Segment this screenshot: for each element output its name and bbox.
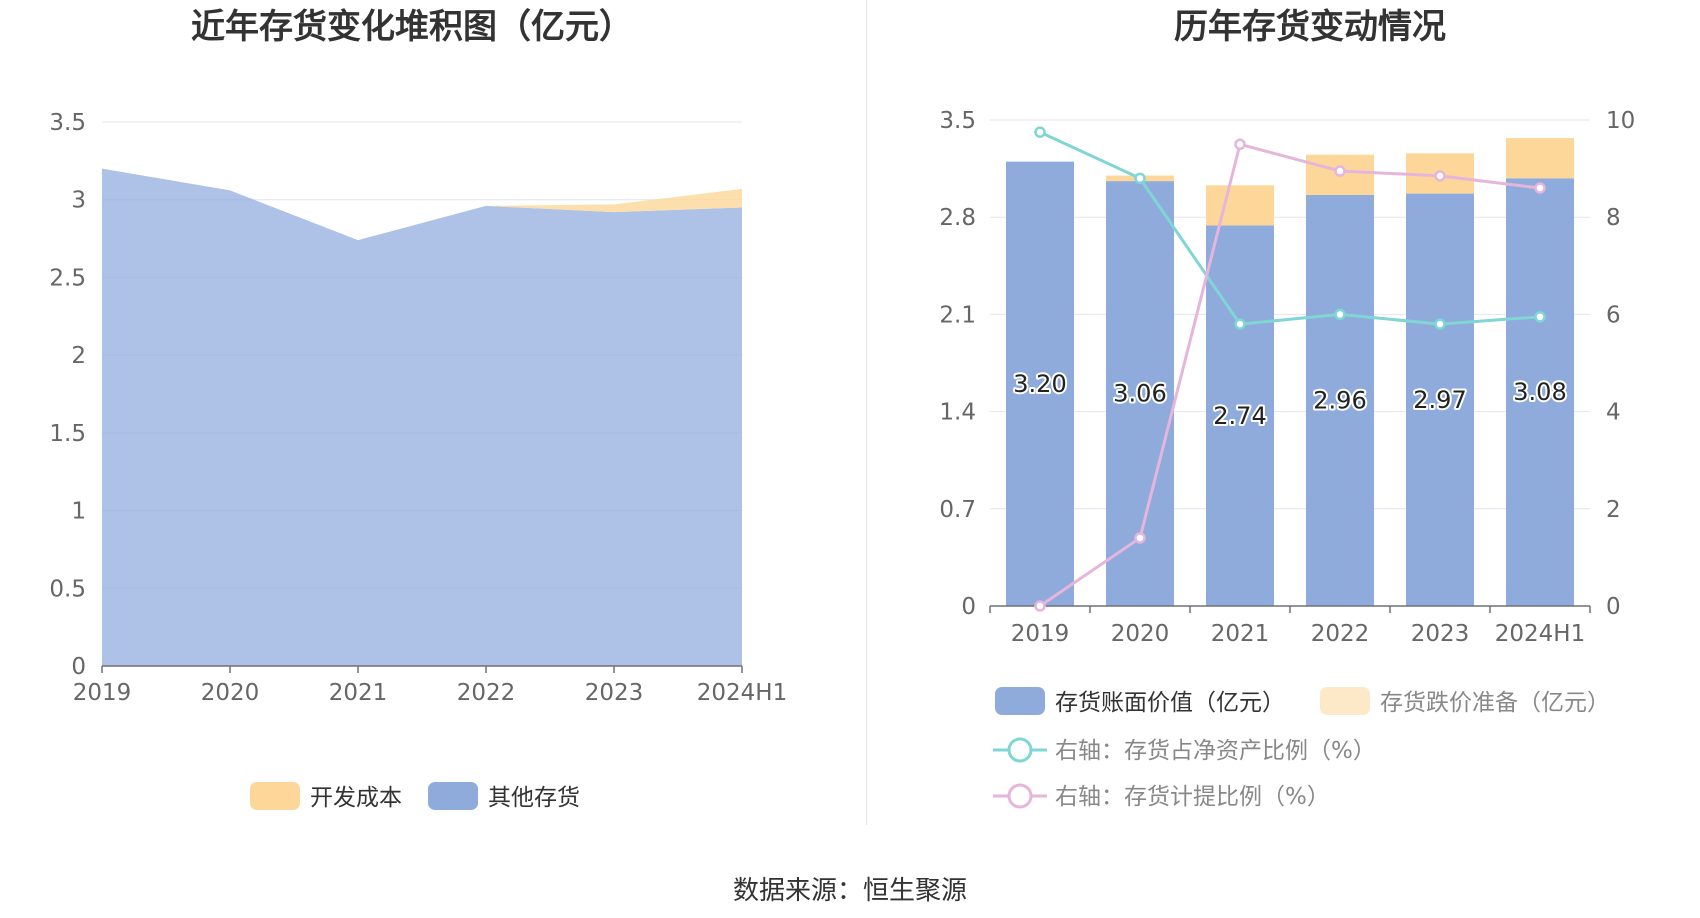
left-axis-tick-label: 3.5: [939, 108, 976, 134]
left-y-tick-label: 3.5: [49, 110, 86, 136]
point-provision-ratio: [1434, 170, 1446, 182]
bar-value-label: 3.06: [1113, 380, 1166, 408]
right-axis-tick-label: 8: [1606, 205, 1621, 231]
point-provision-ratio: [1334, 165, 1346, 177]
left-y-tick-label: 0: [71, 654, 86, 680]
bar-impairment-reserve: [1206, 185, 1274, 226]
bar-book-value: [1506, 178, 1574, 606]
right-legend-swatch: [995, 687, 1045, 715]
left-legend-label: 开发成本: [310, 785, 402, 811]
left-chart-title: 近年存货变化堆积图（亿元）: [191, 7, 633, 47]
panel-divider: [866, 0, 867, 825]
left-legend-swatch: [428, 782, 478, 810]
right-legend-label: 存货账面价值（亿元）: [1055, 690, 1285, 716]
left-legend-label: 其他存货: [488, 785, 580, 811]
bar-impairment-reserve: [1506, 138, 1574, 179]
data-source-footer: 数据来源：恒生聚源: [732, 876, 967, 906]
left-x-tick-label: 2022: [457, 680, 516, 706]
left-axis-tick-label: 0.7: [939, 497, 976, 523]
right-x-tick-label: 2019: [1011, 621, 1070, 647]
left-x-tick-label: 2021: [329, 680, 388, 706]
right-legend-swatch: [1320, 687, 1370, 715]
bar-book-value: [1406, 193, 1474, 606]
bar-value-label: 2.97: [1413, 386, 1466, 414]
point-inventory-to-net-assets: [1534, 311, 1546, 323]
left-legend-swatch: [250, 782, 300, 810]
right-legend-label: 右轴：存货计提比例（%）: [1055, 784, 1330, 810]
right-x-tick-label: 2022: [1311, 621, 1370, 647]
point-provision-ratio: [1534, 182, 1546, 194]
left-x-tick-label: 2024H1: [697, 680, 787, 706]
point-provision-ratio: [1134, 532, 1146, 544]
right-legend-label: 存货跌价准备（亿元）: [1380, 690, 1610, 716]
left-axis-tick-label: 1.4: [939, 400, 976, 426]
right-legend-marker: [1007, 783, 1033, 809]
point-inventory-to-net-assets: [1034, 126, 1046, 138]
left-axis-tick-label: 2.1: [939, 302, 976, 328]
bar-value-label: 3.08: [1513, 378, 1566, 406]
point-provision-ratio: [1034, 600, 1046, 612]
left-y-tick-label: 3: [71, 188, 86, 214]
left-x-tick-label: 2019: [73, 680, 132, 706]
point-inventory-to-net-assets: [1334, 308, 1346, 321]
right-x-tick-label: 2024H1: [1495, 621, 1585, 647]
right-axis-tick-label: 4: [1606, 400, 1621, 426]
point-inventory-to-net-assets: [1434, 318, 1446, 330]
line-inventory-to-net-assets: [1039, 130, 1541, 326]
point-inventory-to-net-assets: [1234, 318, 1246, 330]
area-development-cost: [102, 168, 742, 241]
left-y-tick-label: 1: [71, 499, 86, 525]
right-x-tick-label: 2020: [1111, 621, 1170, 647]
right-x-tick-label: 2021: [1211, 621, 1270, 647]
point-provision-ratio: [1234, 138, 1246, 151]
bar-value-label: 3.20: [1013, 370, 1066, 398]
left-y-tick-label: 1.5: [49, 421, 86, 447]
left-x-tick-label: 2023: [585, 680, 644, 706]
bar-value-label: 2.96: [1313, 386, 1366, 414]
right-axis-tick-label: 0: [1606, 594, 1621, 620]
right-axis-tick-label: 10: [1606, 108, 1635, 134]
right-x-tick-label: 2023: [1411, 621, 1470, 647]
bar-book-value: [1006, 161, 1074, 606]
area-other-inventory: [102, 168, 742, 666]
right-chart-title: 历年存货变动情况: [1174, 7, 1446, 47]
left-y-tick-label: 0.5: [49, 576, 86, 602]
line-provision-ratio: [1039, 142, 1541, 608]
left-x-tick-label: 2020: [201, 680, 260, 706]
left-axis-tick-label: 2.8: [939, 205, 976, 231]
point-inventory-to-net-assets: [1134, 172, 1146, 185]
bar-value-label: 2.74: [1213, 402, 1266, 430]
left-y-tick-label: 2: [71, 343, 86, 369]
right-legend-label: 右轴：存货占净资产比例（%）: [1055, 738, 1376, 764]
right-axis-tick-label: 6: [1606, 302, 1621, 328]
left-y-tick-label: 2.5: [49, 265, 86, 291]
right-axis-tick-label: 2: [1606, 497, 1621, 523]
right-legend-marker: [1007, 737, 1033, 763]
bar-book-value: [1306, 194, 1374, 607]
left-axis-tick-label: 0: [961, 594, 976, 620]
